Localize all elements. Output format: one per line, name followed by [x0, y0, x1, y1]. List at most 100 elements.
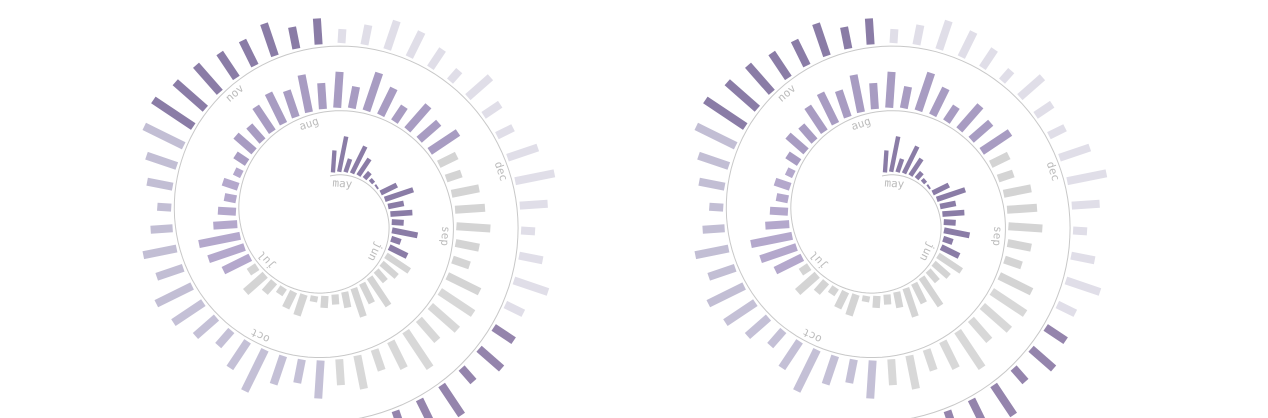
bar [724, 79, 760, 112]
bar [936, 252, 963, 274]
bar [943, 104, 960, 124]
bar [312, 18, 323, 45]
month-label: oct [248, 325, 272, 346]
bar [887, 359, 897, 386]
bar [193, 62, 223, 95]
month-label: jun [365, 240, 386, 264]
bar [765, 220, 790, 230]
bar [943, 227, 971, 239]
bar [223, 193, 237, 204]
spiral-line [173, 45, 519, 418]
bar [269, 354, 287, 386]
bar [243, 271, 268, 295]
bar [454, 203, 486, 214]
bar [697, 151, 731, 170]
bar [1071, 199, 1100, 210]
bar [252, 104, 276, 134]
bar [154, 282, 194, 308]
bar [192, 314, 220, 339]
bar [778, 339, 803, 371]
bar [926, 184, 931, 190]
bar [217, 206, 237, 216]
bar [931, 182, 950, 196]
bar [769, 206, 789, 216]
bar [793, 348, 821, 393]
bar [989, 288, 1028, 317]
bar [373, 268, 388, 284]
bar [750, 231, 793, 248]
bar [759, 243, 798, 263]
bar [997, 272, 1034, 296]
month-label: aug [297, 115, 320, 134]
bar [438, 382, 465, 418]
bar [869, 82, 879, 110]
bar [427, 303, 460, 333]
bar [1006, 203, 1038, 214]
month-label: dec [492, 160, 511, 183]
bar [246, 263, 260, 276]
bar [709, 202, 724, 212]
bar [1058, 143, 1092, 162]
bar [337, 136, 349, 173]
bar [349, 145, 368, 175]
bar [872, 295, 881, 309]
bar [895, 158, 905, 173]
bar [834, 289, 850, 310]
bar [317, 82, 327, 110]
bar [979, 47, 998, 70]
bar [157, 202, 172, 212]
bar [889, 136, 901, 173]
bar [359, 281, 375, 305]
bar [804, 104, 828, 134]
bar [899, 86, 912, 110]
bar [929, 86, 950, 118]
bar [233, 132, 257, 155]
bar [454, 239, 480, 252]
bar [309, 295, 319, 303]
bar [405, 30, 426, 59]
bar [221, 177, 240, 191]
bar [391, 104, 408, 124]
bar [1017, 74, 1046, 101]
month-label: oct [800, 325, 824, 346]
month-label: sep [438, 226, 452, 247]
bar [356, 157, 372, 177]
bar [241, 348, 269, 393]
bar [402, 329, 434, 370]
bar [283, 89, 300, 119]
bar [362, 170, 372, 181]
bar [702, 224, 725, 234]
bar [238, 38, 259, 68]
bar [773, 253, 805, 275]
bar [362, 71, 383, 113]
bar [902, 287, 919, 318]
bar [935, 19, 953, 51]
bar [333, 71, 344, 108]
bar [999, 68, 1015, 84]
bar [889, 28, 899, 44]
bar [142, 244, 178, 260]
bar [861, 295, 871, 303]
bar [512, 276, 550, 296]
bar [444, 169, 463, 183]
bar [437, 151, 459, 168]
bar [901, 145, 920, 175]
bar [456, 222, 491, 233]
bar [1006, 239, 1032, 252]
month-label: jun [917, 240, 938, 264]
bar [520, 226, 536, 236]
bar [213, 220, 238, 230]
bar [366, 275, 392, 308]
month-label: aug [849, 115, 872, 134]
bar [893, 291, 904, 309]
bar [827, 285, 839, 297]
bar [775, 193, 789, 204]
bar [514, 169, 556, 186]
month-label: dec [1044, 160, 1063, 183]
bar [767, 327, 787, 349]
bar [142, 122, 186, 150]
bar [1070, 251, 1096, 265]
bar [1003, 255, 1023, 270]
bar [1066, 169, 1108, 186]
